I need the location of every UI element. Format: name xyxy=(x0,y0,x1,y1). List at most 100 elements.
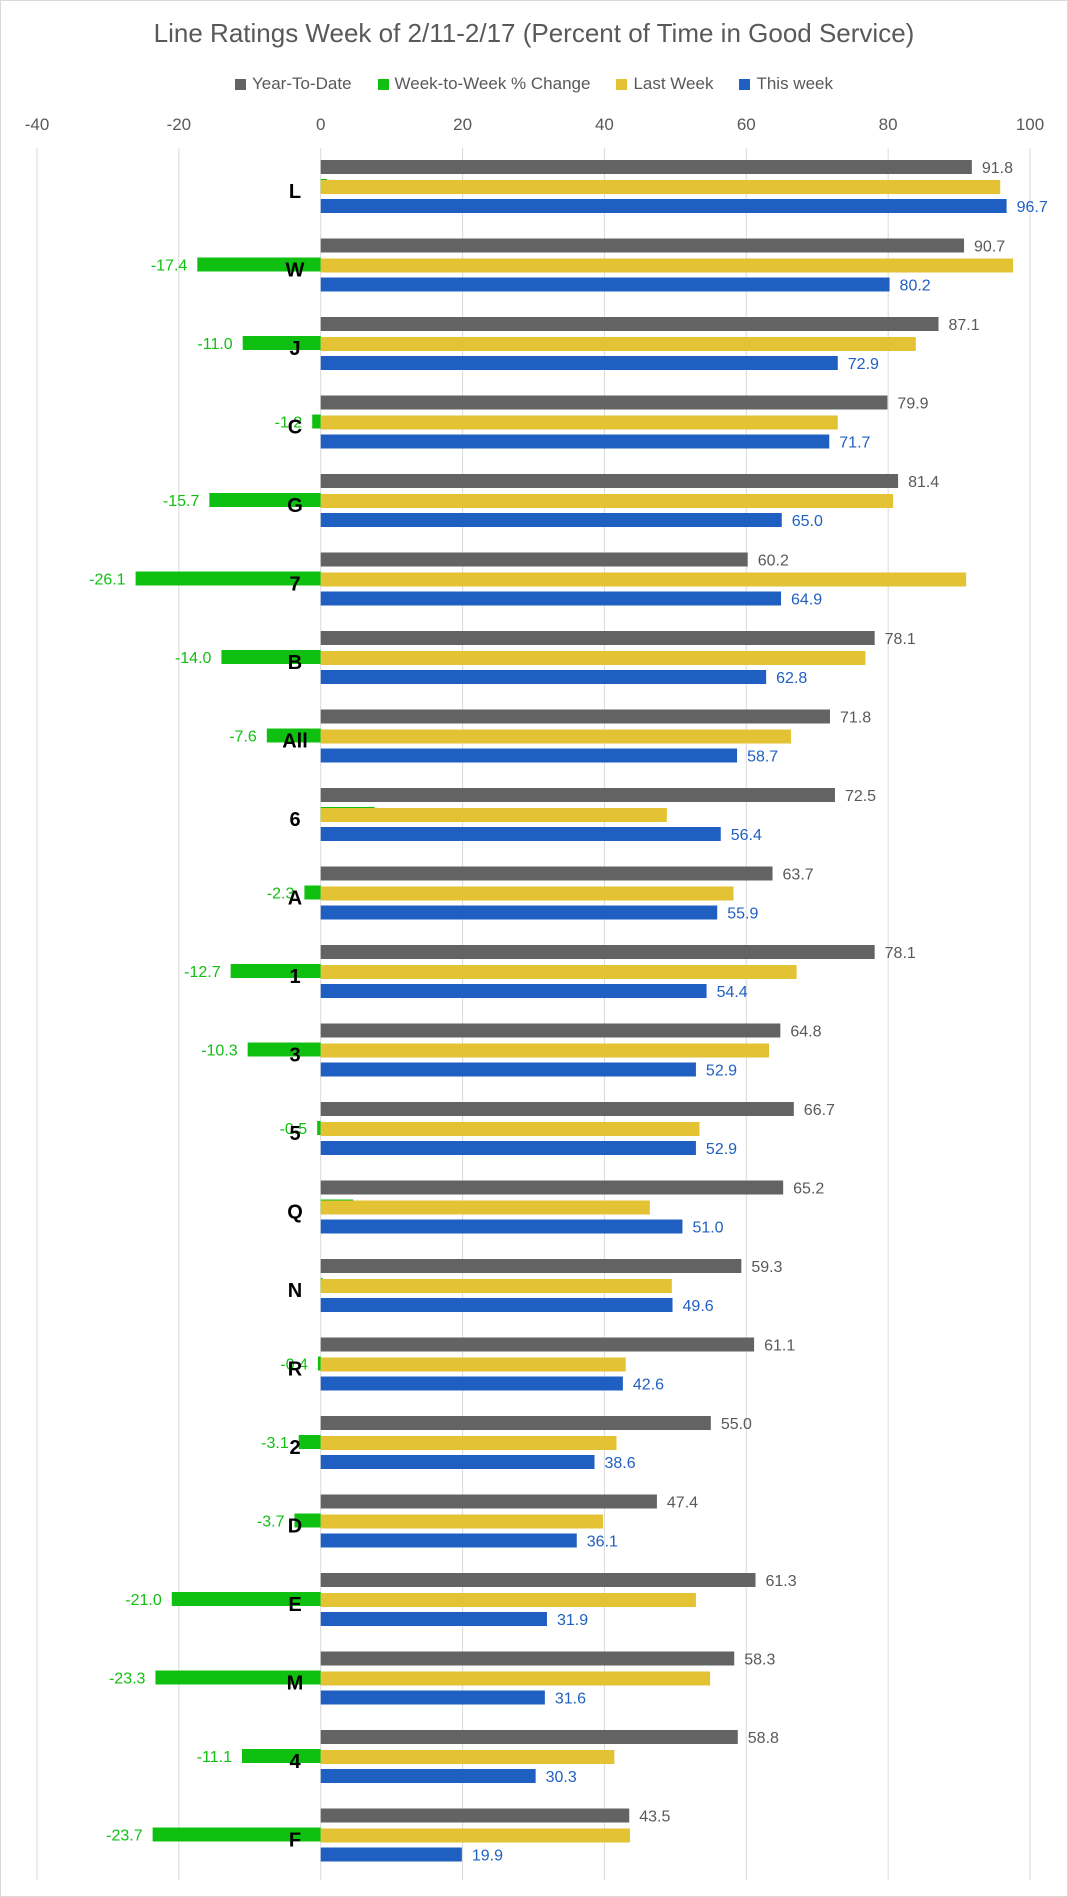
bar-this-week xyxy=(320,1455,595,1469)
bar-this-week xyxy=(320,356,838,370)
data-label: 30.3 xyxy=(546,1769,577,1786)
bar-last-week xyxy=(320,808,667,822)
bar-year-to-date xyxy=(320,1023,781,1038)
bar-week-to-week-change xyxy=(209,493,321,507)
bar-last-week xyxy=(320,1436,617,1450)
x-tick-label: 100 xyxy=(1016,115,1044,134)
category-label: A xyxy=(288,888,302,910)
bar-this-week xyxy=(320,1376,623,1391)
bar-this-week xyxy=(320,1062,696,1077)
bar-this-week xyxy=(320,591,782,606)
bar-last-week xyxy=(320,572,967,587)
bar-year-to-date xyxy=(320,709,830,724)
bar-week-to-week-change xyxy=(317,1356,321,1371)
bar-year-to-date xyxy=(320,238,965,253)
bar-this-week xyxy=(320,748,738,763)
legend-label: Week-to-Week % Change xyxy=(394,74,591,93)
category-label: 1 xyxy=(289,966,300,988)
bar-this-week xyxy=(320,1298,673,1312)
bar-year-to-date xyxy=(320,631,875,645)
bar-week-to-week-change xyxy=(304,885,321,900)
bar-this-week xyxy=(320,984,707,998)
bar-year-to-date xyxy=(320,788,835,802)
data-label: 60.2 xyxy=(758,553,789,570)
data-label: -10.3 xyxy=(201,1043,238,1060)
bar-year-to-date xyxy=(320,474,899,488)
bar-year-to-date xyxy=(320,395,888,410)
x-tick-label: 80 xyxy=(879,115,898,134)
legend-item-last-week: Last Week xyxy=(616,74,713,94)
bar-last-week xyxy=(320,1750,615,1764)
bar-year-to-date xyxy=(320,1416,711,1430)
category-label: 5 xyxy=(289,1123,300,1145)
data-label: -3.7 xyxy=(257,1514,285,1531)
data-label: 38.6 xyxy=(604,1455,635,1472)
data-label: -21.0 xyxy=(125,1592,162,1609)
data-label: 36.1 xyxy=(587,1534,618,1551)
category-label: D xyxy=(288,1516,302,1538)
data-label: 61.1 xyxy=(764,1338,795,1355)
bar-last-week xyxy=(320,258,1013,273)
bar-week-to-week-change xyxy=(298,1435,321,1449)
data-label: 65.0 xyxy=(792,513,823,530)
data-label: 61.3 xyxy=(766,1573,797,1590)
category-label: F xyxy=(289,1830,301,1852)
bar-last-week xyxy=(320,180,1001,194)
bar-this-week xyxy=(320,1690,545,1705)
data-label: 78.1 xyxy=(885,631,916,648)
data-label: -15.7 xyxy=(163,493,200,510)
x-tick-label: 40 xyxy=(595,115,614,134)
data-label: 96.7 xyxy=(1017,199,1048,216)
data-label: 58.3 xyxy=(744,1652,775,1669)
bar-last-week xyxy=(320,415,838,430)
bar-week-to-week-change xyxy=(197,257,321,272)
data-label: 71.7 xyxy=(839,435,870,452)
data-label: 56.4 xyxy=(731,827,762,844)
data-label: 55.0 xyxy=(721,1416,752,1433)
bar-last-week xyxy=(320,965,797,979)
bar-week-to-week-change xyxy=(294,1513,321,1528)
bar-last-week xyxy=(320,1593,696,1607)
category-label: W xyxy=(286,260,305,282)
bar-this-week xyxy=(320,1141,696,1155)
bar-last-week xyxy=(320,1357,626,1372)
data-label: 31.6 xyxy=(555,1691,586,1708)
data-label: -7.6 xyxy=(229,729,257,746)
legend-item-year-to-date: Year-To-Date xyxy=(234,74,352,94)
category-label: E xyxy=(288,1594,301,1616)
legend-swatch xyxy=(616,78,628,90)
data-label: 72.9 xyxy=(848,356,879,373)
x-tick-label: 0 xyxy=(316,115,325,134)
category-label: Q xyxy=(287,1202,303,1224)
bar-this-week xyxy=(320,1533,577,1548)
data-label: -23.3 xyxy=(109,1671,146,1688)
bar-week-to-week-change xyxy=(230,964,321,978)
bar-week-to-week-change xyxy=(247,1042,321,1057)
bar-last-week xyxy=(320,651,866,665)
bar-this-week xyxy=(320,905,718,920)
chart-title: Line Ratings Week of 2/11-2/17 (Percent … xyxy=(153,18,915,48)
bar-this-week xyxy=(320,513,782,527)
bar-this-week xyxy=(320,277,890,292)
data-label: 79.9 xyxy=(897,396,928,413)
bar-last-week xyxy=(320,886,734,901)
data-label: 65.2 xyxy=(793,1181,824,1198)
legend-swatch xyxy=(739,78,751,90)
category-label: 7 xyxy=(289,574,300,596)
legend-swatch xyxy=(377,78,389,90)
data-label: 19.9 xyxy=(472,1848,503,1865)
data-label: 47.4 xyxy=(667,1495,698,1512)
data-label: -0.4 xyxy=(280,1357,308,1374)
bar-week-to-week-change xyxy=(312,414,321,429)
bar-week-to-week-change xyxy=(241,1749,321,1763)
bar-this-week xyxy=(320,1219,683,1234)
category-label: B xyxy=(288,652,302,674)
data-label: -12.7 xyxy=(184,964,221,981)
legend-swatch xyxy=(234,78,246,90)
data-label: -23.7 xyxy=(106,1828,143,1845)
category-label: 2 xyxy=(289,1437,300,1459)
bar-year-to-date xyxy=(320,1102,794,1116)
data-label: 72.5 xyxy=(845,788,876,805)
bar-week-to-week-change xyxy=(171,1592,321,1606)
